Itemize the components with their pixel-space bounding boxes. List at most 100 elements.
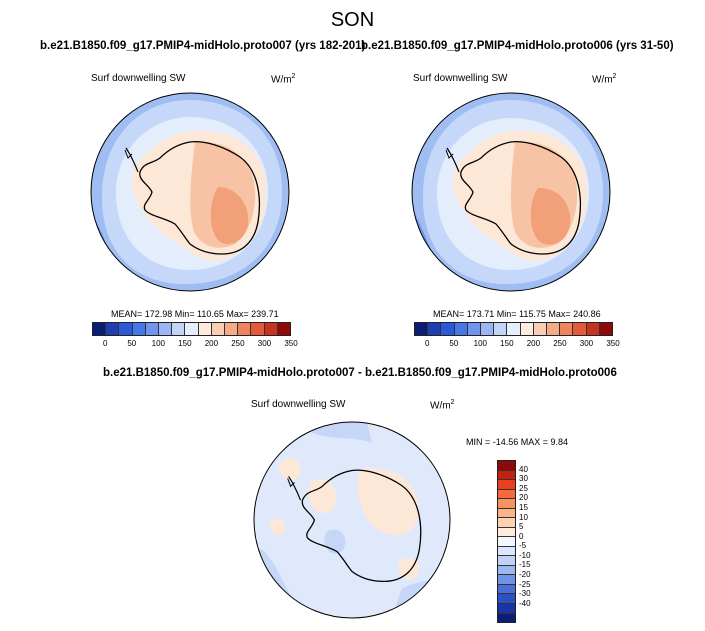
panel-2-colorbar-ticks: 0 50 100 150 200 250 300 350 bbox=[414, 339, 620, 349]
panel-1-map bbox=[90, 92, 290, 292]
colorbar-tick-label: 40 bbox=[519, 464, 528, 474]
colorbar-swatch bbox=[428, 323, 442, 335]
colorbar-swatch bbox=[454, 323, 468, 335]
colorbar-swatch bbox=[119, 323, 133, 335]
colorbar-swatch bbox=[198, 323, 212, 335]
colorbar-swatch bbox=[172, 323, 186, 335]
diff-stats: MIN = -14.56 MAX = 9.84 bbox=[466, 437, 569, 447]
colorbar-tick-label: 350 bbox=[606, 339, 620, 348]
colorbar-swatch bbox=[93, 323, 107, 335]
colorbar-swatch bbox=[106, 323, 120, 335]
colorbar-swatch bbox=[586, 323, 600, 335]
colorbar-tick-label: 0 bbox=[519, 531, 524, 541]
colorbar-swatch bbox=[498, 470, 515, 481]
colorbar-swatch bbox=[498, 518, 515, 528]
colorbar-swatch bbox=[498, 584, 515, 595]
colorbar-swatch bbox=[211, 323, 226, 335]
diff-units: W/m2 bbox=[430, 399, 455, 412]
panel-2-map bbox=[411, 92, 611, 292]
colorbar-tick-label: -40 bbox=[519, 598, 531, 608]
colorbar-tick-label: 300 bbox=[579, 339, 594, 348]
colorbar-swatch bbox=[145, 323, 160, 335]
colorbar-swatch bbox=[415, 323, 429, 335]
colorbar-swatch bbox=[498, 489, 515, 500]
colorbar-swatch bbox=[498, 565, 515, 576]
colorbar-tick-label: 0 bbox=[425, 339, 430, 348]
colorbar-tick-label: -30 bbox=[519, 589, 531, 599]
colorbar-swatch bbox=[481, 323, 495, 335]
colorbar-swatch bbox=[159, 323, 173, 335]
colorbar-tick-label: 15 bbox=[519, 502, 528, 512]
colorbar-tick-label: 100 bbox=[151, 339, 165, 348]
colorbar-tick-label: -15 bbox=[519, 560, 531, 570]
colorbar-swatch bbox=[264, 323, 278, 335]
colorbar-swatch bbox=[132, 323, 146, 335]
colorbar-tick-label: -25 bbox=[519, 579, 531, 589]
panel-2-variable: Surf downwelling SW bbox=[413, 73, 508, 84]
colorbar-tick-label: 30 bbox=[519, 474, 528, 484]
figure-title: SON bbox=[330, 9, 375, 31]
panel-2-case-title: b.e21.B1850.f09_g17.PMIP4-midHolo.proto0… bbox=[361, 40, 674, 52]
panel-1-case-title: b.e21.B1850.f09_g17.PMIP4-midHolo.proto0… bbox=[40, 40, 366, 52]
colorbar-swatch bbox=[494, 323, 508, 335]
colorbar-tick-label: -10 bbox=[519, 550, 531, 560]
panel-1-stats: MEAN= 172.98 Min= 110.65 Max= 239.71 bbox=[111, 309, 279, 319]
colorbar-swatch bbox=[498, 499, 515, 509]
colorbar-swatch bbox=[277, 323, 291, 335]
colorbar-swatch bbox=[498, 613, 515, 623]
diff-map bbox=[253, 421, 451, 619]
colorbar-swatch bbox=[573, 323, 587, 335]
colorbar-swatch bbox=[467, 323, 482, 335]
colorbar-swatch bbox=[498, 556, 515, 566]
colorbar-tick-label: 50 bbox=[127, 339, 137, 348]
colorbar-swatch bbox=[498, 575, 515, 585]
panel-2-units: W/m2 bbox=[592, 73, 617, 86]
colorbar-tick-label: 150 bbox=[500, 339, 514, 348]
colorbar-tick-label: -20 bbox=[519, 570, 531, 580]
colorbar-swatch bbox=[225, 323, 239, 335]
colorbar-swatch bbox=[520, 323, 534, 335]
colorbar-tick-label: 5 bbox=[519, 522, 524, 532]
colorbar-tick-label: 150 bbox=[178, 339, 192, 348]
panel-1-variable: Surf downwelling SW bbox=[91, 73, 186, 84]
diff-title: b.e21.B1850.f09_g17.PMIP4-midHolo.proto0… bbox=[103, 367, 617, 379]
colorbar-tick-label: -5 bbox=[519, 541, 527, 551]
colorbar-swatch bbox=[547, 323, 561, 335]
colorbar-tick-label: 0 bbox=[103, 339, 108, 348]
colorbar-tick-label: 10 bbox=[519, 512, 528, 522]
colorbar-tick-label: 100 bbox=[473, 339, 487, 348]
colorbar-swatch bbox=[498, 537, 515, 547]
colorbar-tick-label: 20 bbox=[519, 493, 528, 503]
colorbar-swatch bbox=[185, 323, 199, 335]
panel-1-colorbar-ticks: 0 50 100 150 200 250 300 350 bbox=[92, 339, 298, 349]
colorbar-tick-label: 25 bbox=[519, 483, 528, 493]
colorbar-swatch bbox=[238, 323, 252, 335]
colorbar-tick-label: 250 bbox=[231, 339, 245, 348]
colorbar-swatch bbox=[560, 323, 574, 335]
diff-colorbar-ticks: 40 30 25 20 15 10 5 0 -5 -10 -15 -20 -25 -30 -40 bbox=[519, 460, 549, 621]
panel-1-units: W/m2 bbox=[271, 73, 296, 86]
colorbar-swatch bbox=[498, 546, 515, 557]
colorbar-swatch bbox=[599, 323, 613, 335]
colorbar-swatch bbox=[498, 527, 515, 538]
colorbar-swatch bbox=[507, 323, 521, 335]
panel-2-colorbar bbox=[414, 322, 613, 336]
panel-1-colorbar bbox=[92, 322, 291, 336]
colorbar-swatch bbox=[251, 323, 265, 335]
colorbar-swatch bbox=[498, 603, 515, 614]
colorbar-swatch bbox=[498, 480, 515, 490]
colorbar-tick-label: 200 bbox=[526, 339, 541, 348]
colorbar-swatch bbox=[498, 594, 515, 604]
colorbar-tick-label: 50 bbox=[449, 339, 459, 348]
colorbar-tick-label: 300 bbox=[257, 339, 272, 348]
colorbar-swatch bbox=[498, 461, 515, 471]
diff-variable: Surf downwelling SW bbox=[251, 399, 346, 410]
colorbar-tick-label: 200 bbox=[204, 339, 219, 348]
colorbar-tick-label: 250 bbox=[553, 339, 567, 348]
panel-2-stats: MEAN= 173.71 Min= 115.75 Max= 240.86 bbox=[433, 309, 601, 319]
diff-colorbar bbox=[497, 460, 516, 623]
colorbar-tick-label: 350 bbox=[284, 339, 298, 348]
colorbar-swatch bbox=[441, 323, 455, 335]
colorbar-swatch bbox=[533, 323, 548, 335]
colorbar-swatch bbox=[498, 508, 515, 519]
